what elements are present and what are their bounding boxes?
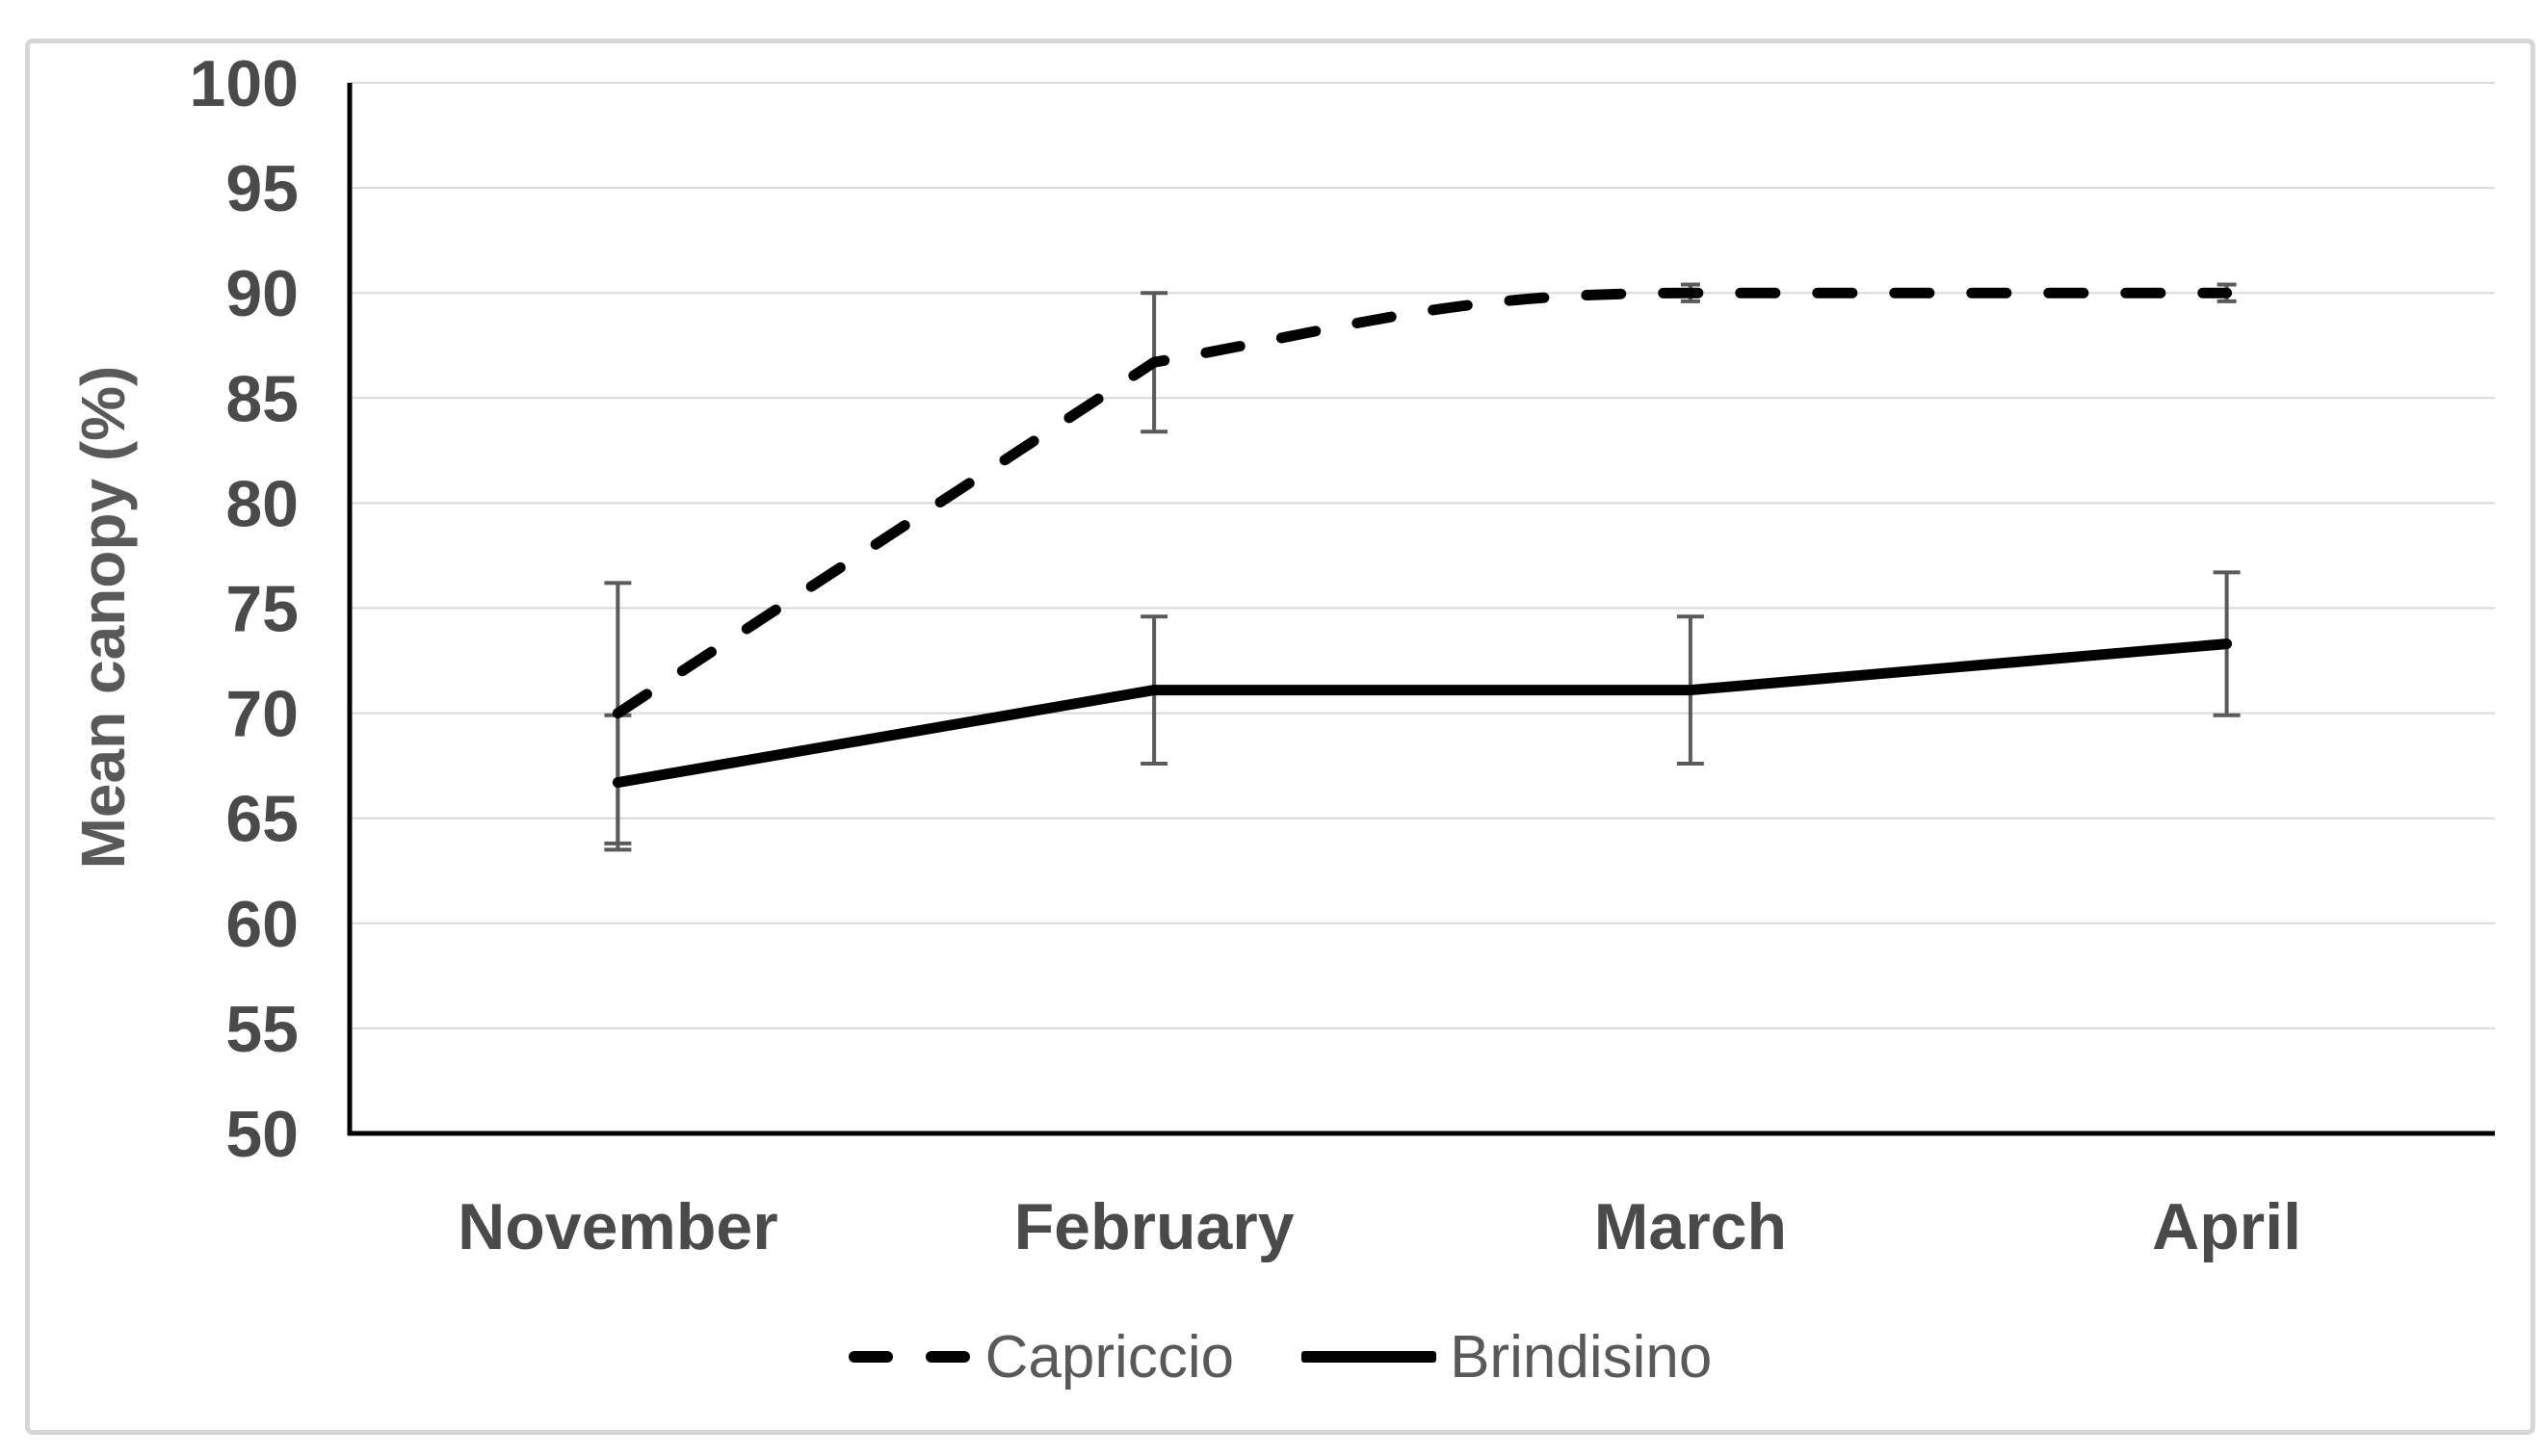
y-tick-label-60: 60	[225, 888, 299, 961]
gridlines	[350, 82, 2495, 1134]
y-tick-label-65: 65	[225, 783, 299, 856]
y-tick-label-80: 80	[225, 467, 299, 540]
legend-capriccio-dashed-line-sample	[848, 1351, 970, 1363]
dash-icon	[848, 1351, 893, 1363]
y-tick-label-55: 55	[225, 993, 299, 1066]
x-category-label-march: March	[1594, 1190, 1787, 1263]
legend: Capriccio Brindisino	[30, 1313, 2531, 1401]
y-tick-label-100: 100	[190, 47, 299, 120]
x-category-label-april: April	[2152, 1190, 2301, 1263]
chart-figure: Mean canopy (%) 100 95 90 85 80 75 70 65 60 55 50 N…	[25, 39, 2535, 1435]
dash-icon	[925, 1351, 970, 1363]
axes	[347, 83, 2495, 1136]
legend-label-brindisino: Brindisino	[1450, 1323, 1713, 1391]
chart-canvas: Mean canopy (%) 100 95 90 85 80 75 70 65 60 55 50 N…	[68, 47, 2495, 1263]
y-tick-label-85: 85	[225, 362, 299, 435]
error-bars	[604, 282, 2241, 852]
y-tick-label-95: 95	[225, 152, 299, 225]
x-category-labels: November February March April	[458, 1190, 2301, 1263]
x-category-label-november: November	[458, 1190, 778, 1263]
y-tick-label-75: 75	[225, 573, 299, 646]
y-axis-title: Mean canopy (%)	[68, 366, 138, 870]
y-tick-label-70: 70	[225, 678, 299, 751]
y-tick-label-90: 90	[225, 257, 299, 330]
legend-label-capriccio: Capriccio	[984, 1323, 1235, 1391]
y-tick-label-50: 50	[225, 1098, 299, 1171]
legend-brindisino-solid-line-sample	[1301, 1351, 1437, 1363]
capriccio-line	[612, 287, 2233, 719]
brindisino-line	[612, 638, 2233, 789]
x-category-label-february: February	[1014, 1190, 1295, 1263]
y-tick-labels: 100 95 90 85 80 75 70 65 60 55 50	[190, 47, 299, 1171]
